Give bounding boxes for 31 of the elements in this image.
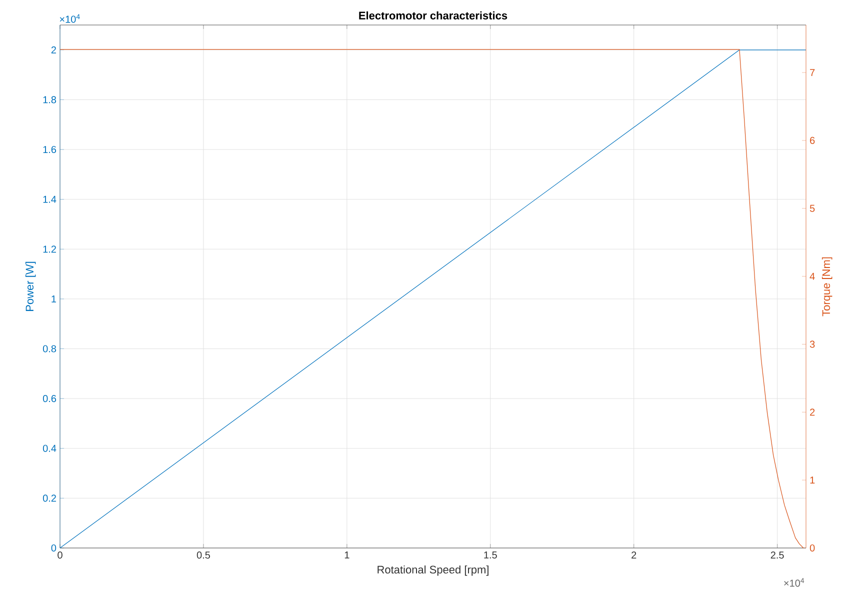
- y-tick-label: 1.2: [43, 246, 56, 253]
- x-tick-label: 2.5: [770, 552, 784, 559]
- x-tick-label: 1: [344, 552, 350, 558]
- text: ×10$^{4}$: [60, 14, 80, 23]
- y2-tick-label: 4: [810, 272, 815, 280]
- y-tick-label: 0.2: [42, 494, 56, 502]
- y-tick-label: 0.6: [42, 395, 56, 402]
- y2-axis-title: Torque [Nm]: [822, 257, 832, 316]
- y-tick-label: 0.4: [42, 444, 56, 452]
- y-tick-label: 2: [51, 46, 56, 54]
- x-tick-label: 2: [632, 552, 636, 558]
- y-tick-label: 1.8: [43, 96, 56, 104]
- y2-tick-label: 6: [810, 136, 815, 144]
- x-tick-label: 0.5: [196, 552, 210, 559]
- x-tick-label: 0: [58, 552, 62, 559]
- x-tick-label: 1.5: [484, 552, 497, 558]
- y-tick-label: 1: [52, 295, 56, 302]
- text: ×10$^{4}$: [784, 578, 804, 587]
- y-axis-title: Power [W]: [25, 262, 36, 311]
- y2-tick-label: 5: [810, 204, 815, 212]
- y2-tick-label: 3: [810, 340, 815, 348]
- chart-title: Electromotor characteristics: [359, 11, 508, 20]
- y2-tick-label: 1: [810, 476, 815, 484]
- y2-tick-label: 0: [810, 544, 815, 552]
- y-tick-label: 1.4: [43, 196, 56, 203]
- y-tick-label: 1.6: [43, 146, 56, 154]
- y-tick-label: 0: [51, 544, 56, 552]
- y-tick-label: 0.8: [42, 345, 56, 352]
- x-axis-title: Rotational Speed [rpm]: [378, 565, 488, 576]
- y2-tick-label: 2: [810, 408, 815, 416]
- y2-tick-label: 7: [810, 69, 815, 76]
